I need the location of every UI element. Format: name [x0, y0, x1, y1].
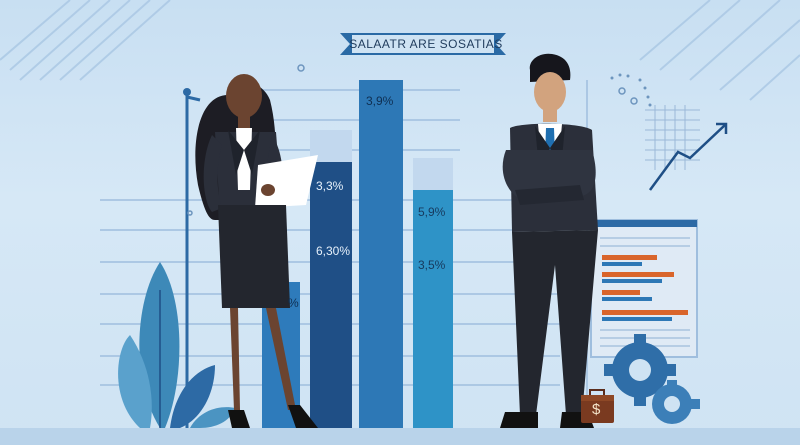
- chart-icon: [645, 105, 728, 191]
- pole-knob: [183, 88, 191, 96]
- left-bar: [310, 162, 352, 428]
- woman-figure: [195, 74, 318, 428]
- top-left-stripes: [0, 0, 171, 81]
- salary-bars: [262, 80, 453, 428]
- briefcase-icon: [581, 389, 614, 423]
- left-bar-lower-label: 6,30%: [316, 244, 351, 258]
- right-bar: [413, 190, 453, 428]
- gear-icon: [604, 334, 700, 424]
- short-bar-label: %: [288, 296, 299, 310]
- report-bars: [602, 255, 688, 321]
- decorative-dots: [187, 64, 638, 216]
- dot-cluster: [610, 73, 652, 107]
- tall-bar: [359, 80, 403, 428]
- floor: [0, 428, 800, 445]
- right-bar-upper-label: 5,9%: [418, 205, 446, 219]
- left-bar-upper-label: 3,3%: [316, 179, 344, 193]
- tall-bar-label: 3,9%: [366, 94, 394, 108]
- title-banner: [340, 33, 506, 55]
- top-right-stripes: [639, 0, 800, 101]
- right-bar-lower-label: 3,5%: [418, 258, 446, 272]
- money-symbol: $: [592, 401, 601, 418]
- plant-icon: [118, 262, 235, 428]
- man-figure: [500, 53, 598, 428]
- banner-title: SALAATR ARE SOSATIAS: [349, 37, 503, 51]
